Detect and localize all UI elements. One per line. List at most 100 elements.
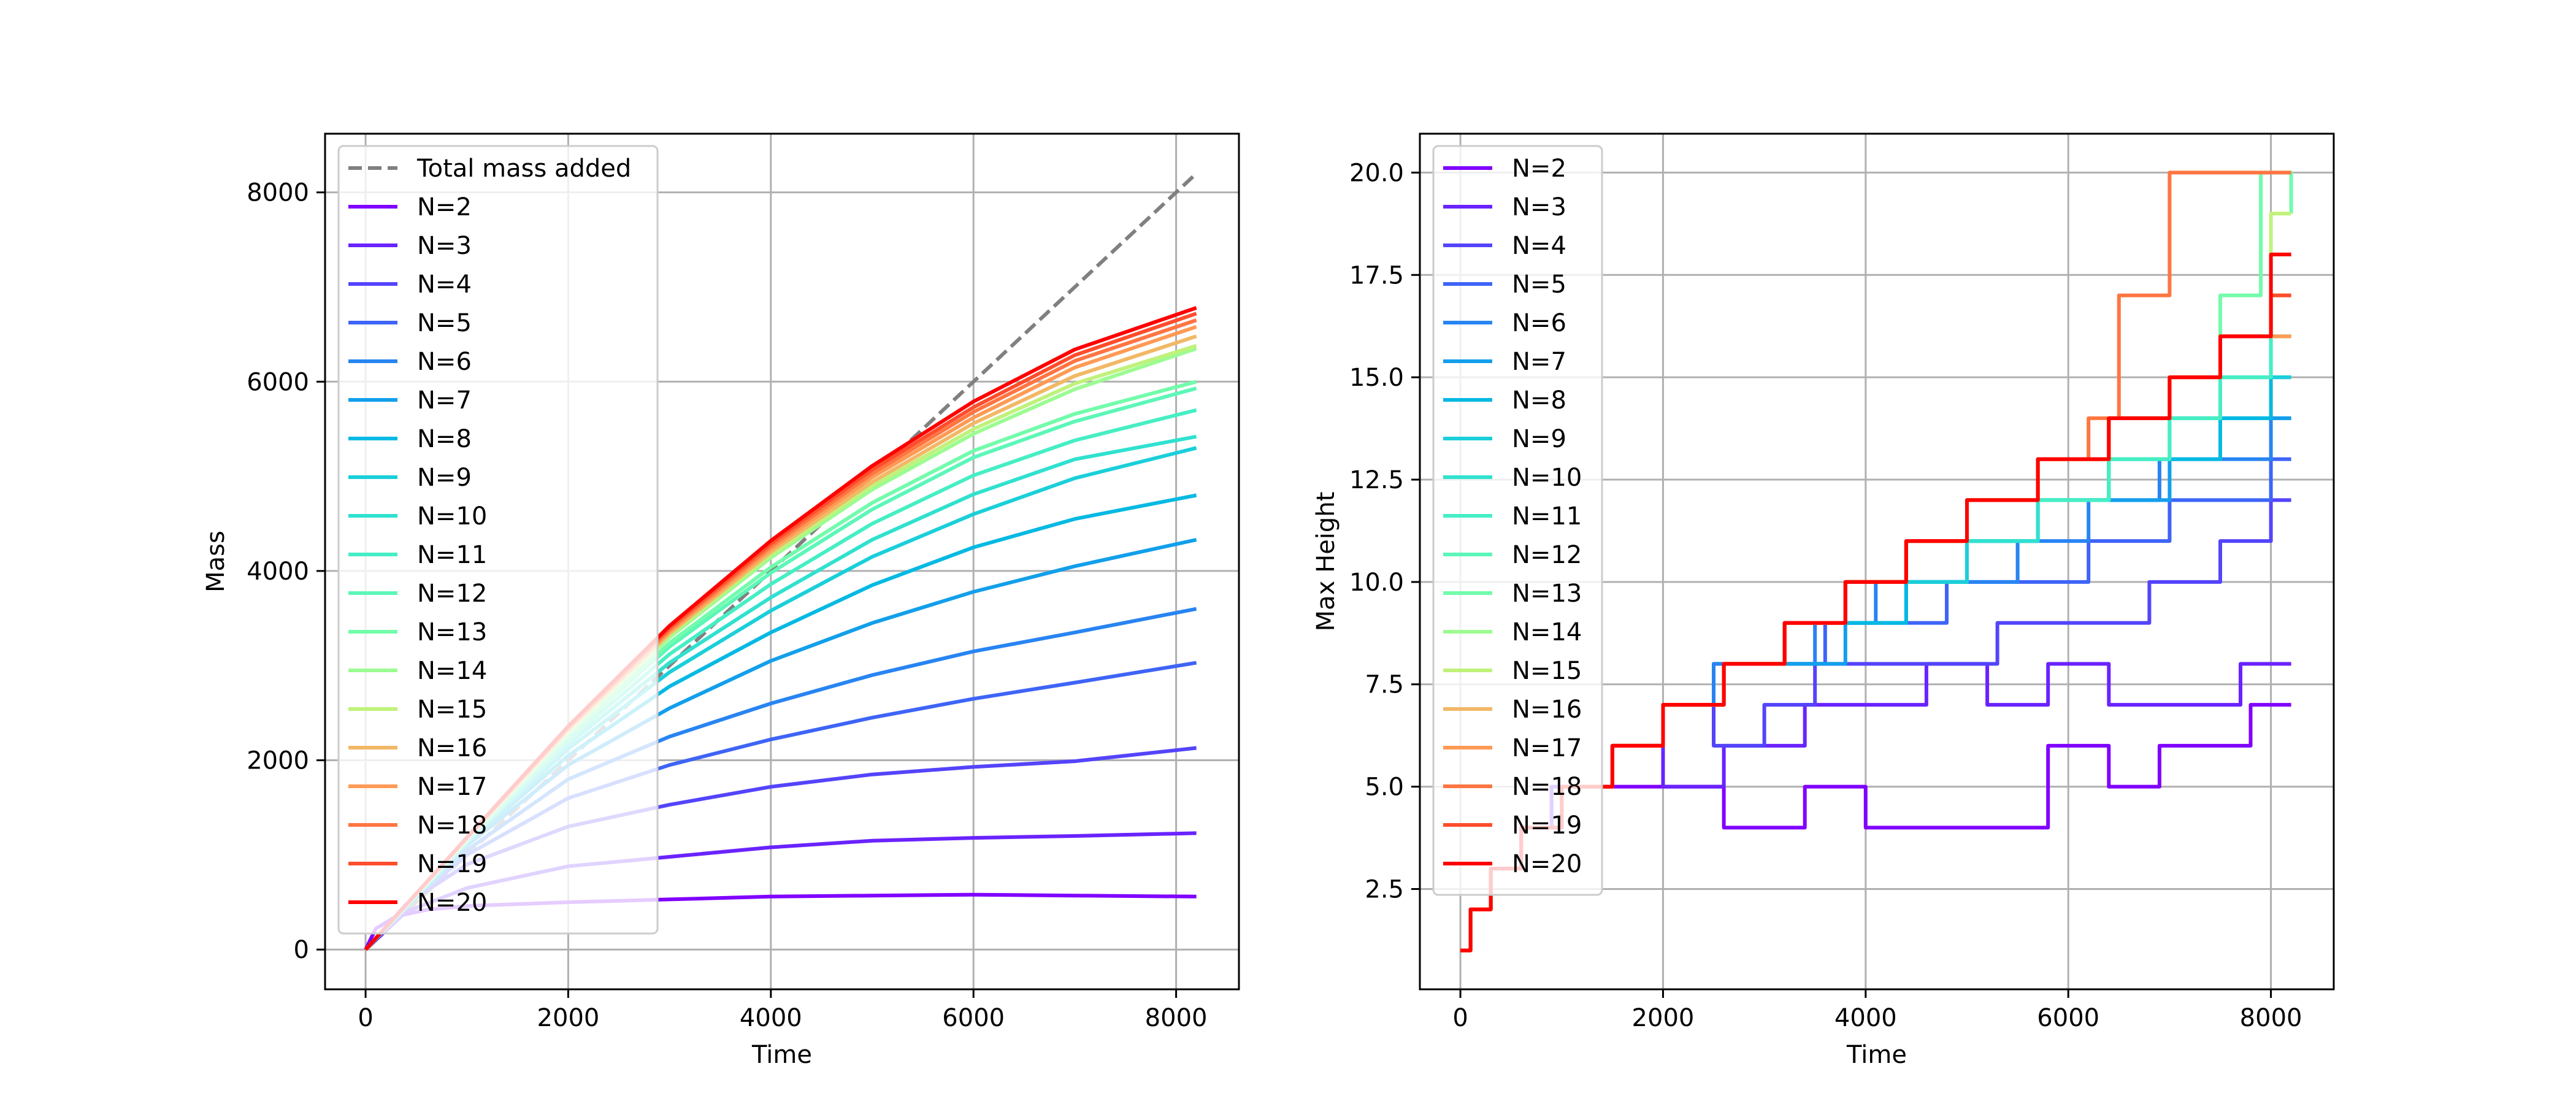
legend-item: N=13 — [348, 618, 487, 646]
legend-item: N=3 — [1443, 193, 1566, 221]
y-tick-label: 6000 — [247, 368, 309, 396]
legend-label: N=8 — [417, 425, 472, 453]
y-tick-label: 4000 — [247, 558, 309, 586]
legend-label: N=6 — [417, 348, 472, 376]
legend-label: N=3 — [1512, 193, 1566, 221]
legend-label: N=5 — [1512, 270, 1566, 299]
legend-label: N=12 — [1512, 541, 1582, 569]
y-tick-label: 2.5 — [1365, 875, 1404, 903]
legend-label: N=2 — [417, 193, 472, 221]
legend-label: N=12 — [417, 580, 487, 608]
legend-item: N=14 — [1443, 618, 1582, 646]
x-tick-label: 6000 — [942, 1004, 1005, 1032]
legend-item: N=10 — [1443, 464, 1582, 492]
legend-item: N=16 — [1443, 696, 1582, 724]
x-tick-label: 4000 — [740, 1004, 802, 1032]
y-tick-label: 12.5 — [1349, 466, 1404, 494]
legend-label: N=13 — [417, 618, 487, 646]
legend-label: N=19 — [1512, 811, 1582, 840]
y-tick-label: 10.0 — [1349, 569, 1404, 597]
legend-item: N=3 — [348, 232, 472, 260]
legend-label: N=17 — [417, 773, 487, 801]
legend-item: N=9 — [1443, 425, 1566, 453]
legend-item: N=18 — [348, 811, 487, 840]
legend: N=2 N=3 N=4 N=5 N=6 N=7 N=8 N=9 N=10 N=11 N=12 N=13… — [1432, 145, 1603, 896]
x-axis: 0 2000 4000 6000 8000 — [358, 989, 1207, 1032]
legend-item: N=12 — [348, 580, 487, 608]
legend-item: N=8 — [348, 425, 472, 453]
y-tick-label: 17.5 — [1349, 261, 1404, 289]
legend-item: N=15 — [1443, 657, 1582, 685]
max-height-panel: 0 2000 4000 6000 8000 2.5 5.0 7.5 10.0 12.5 15.0 17… — [1312, 132, 2335, 1069]
legend-item: Total mass added — [348, 155, 631, 183]
y-axis: 0 2000 4000 6000 8000 — [247, 179, 325, 964]
legend-item: N=5 — [348, 309, 472, 337]
legend-item: N=6 — [348, 348, 472, 376]
legend-label: N=3 — [417, 232, 472, 260]
x-tick-label: 6000 — [2037, 1004, 2099, 1032]
y-axis-label: Max Height — [1312, 492, 1340, 632]
y-tick-label: 0 — [294, 936, 309, 964]
legend-item: N=7 — [348, 386, 472, 415]
x-tick-label: 4000 — [1834, 1004, 1897, 1032]
legend-label: N=7 — [417, 386, 472, 415]
legend-item: N=9 — [348, 464, 472, 492]
x-tick-label: 0 — [1452, 1004, 1468, 1032]
legend-item: N=4 — [1443, 232, 1566, 260]
legend-label: N=14 — [417, 657, 487, 685]
legend-label: N=19 — [417, 850, 487, 878]
legend-label: N=10 — [417, 502, 487, 531]
axes-frame — [1419, 132, 2335, 991]
legend-label: N=5 — [417, 309, 472, 337]
legend-label: N=2 — [1512, 155, 1566, 183]
x-axis-label: Time — [751, 1041, 812, 1069]
legend-label: N=9 — [1512, 425, 1566, 453]
y-axis: 2.5 5.0 7.5 10.0 12.5 15.0 17.5 20.0 — [1349, 159, 1420, 903]
legend-label: N=15 — [417, 696, 487, 724]
legend-item: N=12 — [1443, 541, 1582, 569]
legend-item: N=17 — [348, 773, 487, 801]
y-tick-label: 20.0 — [1349, 159, 1404, 187]
legend-item: N=13 — [1443, 580, 1582, 608]
legend-item: N=10 — [348, 502, 487, 531]
legend-item: N=14 — [348, 657, 487, 685]
legend-label: N=8 — [1512, 386, 1566, 415]
legend-item: N=7 — [1443, 348, 1566, 376]
legend-label: N=14 — [1512, 618, 1582, 646]
legend-label: N=16 — [417, 734, 487, 762]
legend-label: N=11 — [417, 541, 487, 569]
legend-item: N=11 — [1443, 502, 1582, 531]
legend-item: N=16 — [348, 734, 487, 762]
legend-label: N=18 — [417, 811, 487, 840]
legend-box — [337, 145, 659, 935]
legend-label: N=4 — [417, 270, 472, 299]
legend-label: N=4 — [1512, 232, 1566, 260]
legend-label: N=20 — [1512, 850, 1582, 878]
y-tick-label: 8000 — [247, 179, 309, 207]
x-tick-label: 2000 — [1632, 1004, 1695, 1032]
legend-item: N=5 — [1443, 270, 1566, 299]
x-tick-label: 8000 — [2240, 1004, 2302, 1032]
axes-frame — [324, 132, 1240, 991]
legend-item: N=15 — [348, 696, 487, 724]
legend-label: N=13 — [1512, 580, 1582, 608]
legend-item: N=6 — [1443, 309, 1566, 337]
mass-panel: 0 2000 4000 6000 8000 0 2000 4000 6000 8000 Time Ma… — [202, 132, 1240, 1069]
legend-item: N=8 — [1443, 386, 1566, 415]
legend-label: N=9 — [417, 464, 472, 492]
legend-label: N=7 — [1512, 348, 1566, 376]
y-tick-label: 2000 — [247, 747, 309, 775]
legend-label: Total mass added — [416, 155, 631, 183]
x-axis-label: Time — [1846, 1041, 1907, 1069]
legend-label: N=10 — [1512, 464, 1582, 492]
legend-item: N=19 — [1443, 811, 1582, 840]
y-tick-label: 7.5 — [1365, 671, 1404, 699]
legend-label: N=16 — [1512, 696, 1582, 724]
x-axis: 0 2000 4000 6000 8000 — [1452, 989, 2302, 1032]
x-tick-label: 2000 — [537, 1004, 600, 1032]
legend-item: N=19 — [348, 850, 487, 878]
y-tick-label: 15.0 — [1349, 364, 1404, 392]
legend-item: N=11 — [348, 541, 487, 569]
x-tick-label: 8000 — [1145, 1004, 1208, 1032]
legend-label: N=20 — [417, 889, 487, 917]
